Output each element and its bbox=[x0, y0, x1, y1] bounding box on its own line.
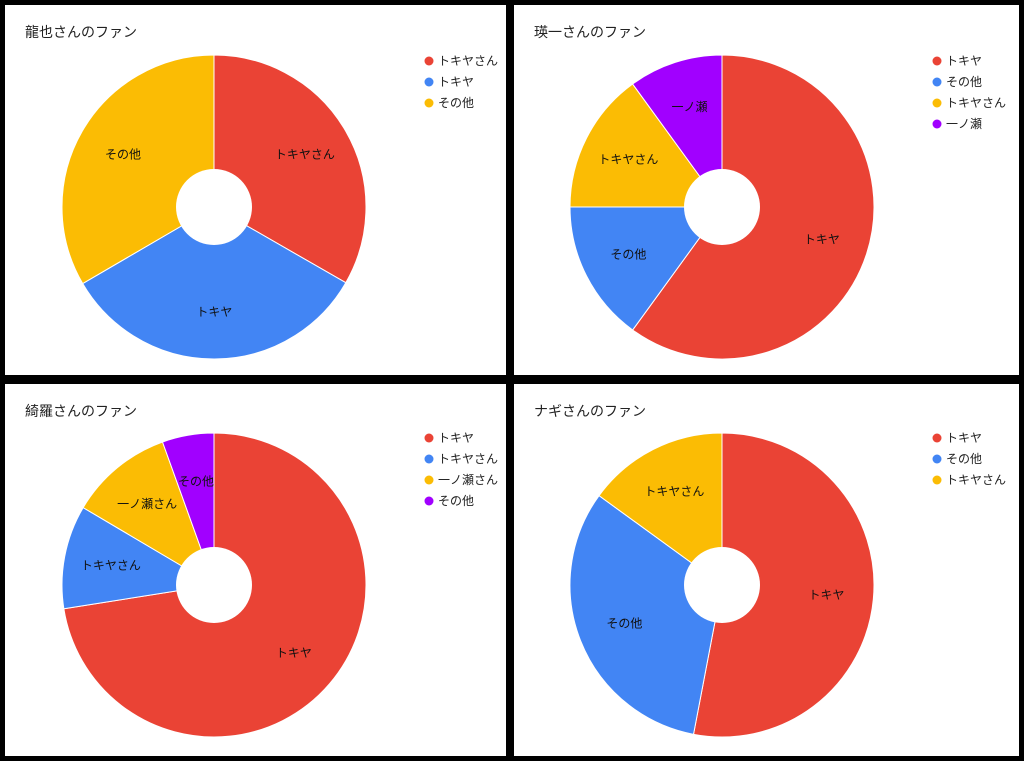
slice-label: トキヤさん bbox=[81, 558, 141, 572]
pie-slice bbox=[161, 432, 215, 586]
legend-entry: トキヤ bbox=[438, 75, 474, 89]
slice-label: トキヤさん bbox=[275, 147, 335, 161]
legend-marker bbox=[424, 77, 434, 87]
legend-marker bbox=[932, 119, 942, 129]
legend-marker bbox=[932, 98, 942, 108]
pie-slice bbox=[692, 432, 875, 738]
pie-slice bbox=[631, 54, 723, 209]
slice-label: トキヤ bbox=[809, 588, 845, 602]
donut-hole bbox=[684, 169, 760, 245]
legend-entry: トキヤ bbox=[946, 54, 982, 68]
pie-slice bbox=[82, 441, 215, 587]
pie-slice bbox=[598, 432, 723, 586]
slice-label: 一ノ瀬さん bbox=[117, 497, 177, 511]
slice-label: その他 bbox=[178, 475, 214, 489]
legend-entry: トキヤさん bbox=[438, 54, 498, 68]
slice-label: トキヤ bbox=[804, 232, 840, 246]
slice-label: その他 bbox=[610, 248, 646, 262]
pie-slice bbox=[213, 54, 367, 284]
chart-title: 瑛一さんのファン bbox=[534, 25, 646, 41]
legend-marker bbox=[932, 77, 942, 87]
pie-slice bbox=[569, 494, 723, 735]
legend-marker bbox=[424, 454, 434, 464]
donut-hole bbox=[684, 547, 760, 623]
slice-label: その他 bbox=[105, 148, 141, 162]
chart-title: 龍也さんのファン bbox=[25, 24, 137, 41]
legend-marker bbox=[424, 475, 434, 485]
chart-title: 綺羅さんのファン bbox=[25, 404, 137, 420]
pie-slice bbox=[569, 83, 723, 208]
chart-title: ナギさんのファン bbox=[534, 404, 646, 420]
donut-hole bbox=[176, 547, 252, 623]
pie-slice bbox=[61, 54, 215, 285]
legend-entry: その他 bbox=[946, 75, 982, 89]
legend-marker bbox=[932, 454, 942, 464]
legend-entry: トキヤさん bbox=[438, 452, 498, 466]
legend-entry: トキヤ bbox=[946, 431, 982, 445]
chart-panel-eiichi: 瑛一さんのファン トキヤ その他 トキヤさん 一ノ瀬 トキヤ その他 トキヤさん 一ノ瀬 bbox=[514, 5, 1019, 375]
legend-entry: 一ノ瀬 bbox=[946, 117, 982, 131]
slice-label: トキヤさん bbox=[598, 152, 658, 166]
slice-label: 一ノ瀬 bbox=[672, 100, 708, 114]
legend-entry: その他 bbox=[438, 96, 474, 110]
legend-entry: その他 bbox=[946, 452, 982, 466]
donut-hole bbox=[176, 169, 252, 245]
pie-slice bbox=[61, 506, 216, 610]
legend-marker bbox=[932, 433, 942, 443]
legend-entry: トキヤさん bbox=[946, 96, 1006, 110]
pie-slice bbox=[81, 206, 347, 360]
pie-slice bbox=[569, 206, 723, 331]
slice-label: その他 bbox=[606, 617, 642, 631]
legend-marker bbox=[932, 56, 942, 66]
legend-marker bbox=[424, 496, 434, 506]
chart-panel-tatsuya: 龍也さんのファン トキヤさん トキヤ その他 トキヤさん トキヤ その他 bbox=[5, 5, 506, 375]
legend-marker bbox=[932, 475, 942, 485]
legend-entry: トキヤさん bbox=[946, 473, 1006, 487]
slice-label: トキヤ bbox=[276, 646, 312, 660]
slice-label: トキヤ bbox=[196, 305, 232, 319]
legend-marker bbox=[424, 98, 434, 108]
legend-marker bbox=[424, 433, 434, 443]
legend-entry: 一ノ瀬さん bbox=[438, 473, 498, 487]
chart-panel-kira: 綺羅さんのファン トキヤ トキヤさん 一ノ瀬さん その他 トキヤ トキヤさん 一ノ瀬さん その他 bbox=[5, 384, 506, 756]
legend-marker bbox=[424, 56, 434, 66]
slice-label: トキヤさん bbox=[644, 484, 704, 498]
chart-panel-nagi: ナギさんのファン トキヤ その他 トキヤさん トキヤ その他 トキヤさん bbox=[514, 384, 1019, 756]
legend-entry: トキヤ bbox=[438, 431, 474, 445]
legend-entry: その他 bbox=[438, 494, 474, 508]
